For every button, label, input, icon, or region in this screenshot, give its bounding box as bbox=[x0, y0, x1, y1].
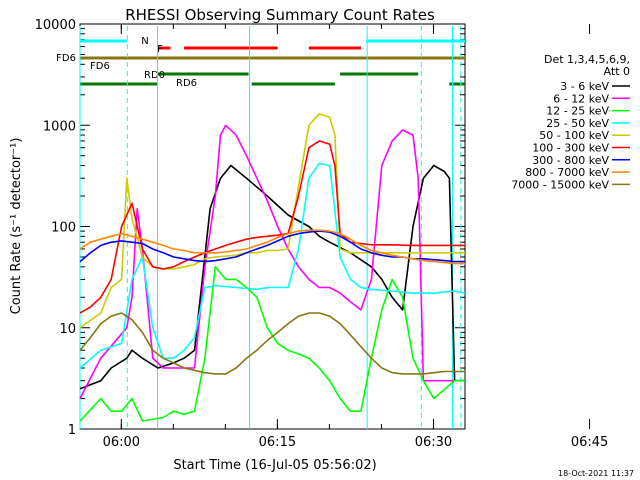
series-line bbox=[79, 124, 465, 399]
flag-label: FD6 bbox=[90, 61, 110, 72]
flag-label: RD6 bbox=[176, 78, 197, 89]
y-tick-label: 1 bbox=[68, 423, 76, 438]
flag-label: F bbox=[157, 44, 163, 55]
y-tick-label: 10000 bbox=[35, 18, 76, 33]
chart-title: RHESSI Observing Summary Count Rates bbox=[125, 6, 435, 24]
series-line bbox=[79, 229, 465, 265]
x-tick-label: 06:30 bbox=[415, 435, 452, 450]
legend-label: 25 - 50 keV bbox=[546, 117, 609, 130]
legend-header-line-2: Att 0 bbox=[604, 65, 630, 78]
flag-label: FD6 bbox=[56, 53, 76, 64]
y-axis-label: Count Rate (s⁻¹ detector⁻¹) bbox=[9, 138, 24, 315]
x-axis-label: Start Time (16-Jul-05 05:56:02) bbox=[173, 458, 376, 473]
legend-label: 6 - 12 keV bbox=[553, 92, 609, 105]
footer-timestamp: 18-Oct-2021 11:37 bbox=[558, 469, 634, 478]
series-line bbox=[79, 112, 465, 329]
x-tick-label: 06:45 bbox=[571, 435, 608, 450]
legend-label: 7000 - 15000 keV bbox=[511, 178, 609, 191]
flag-label: N bbox=[141, 36, 148, 47]
y-tick-label: 100 bbox=[51, 221, 76, 236]
series-line bbox=[79, 162, 466, 369]
x-tick-label: 06:00 bbox=[103, 435, 140, 450]
series-line bbox=[79, 265, 465, 422]
legend-label: 300 - 800 keV bbox=[532, 154, 609, 167]
series-line bbox=[79, 140, 465, 314]
legend-label: 3 - 6 keV bbox=[560, 80, 609, 93]
legend-label: 100 - 300 keV bbox=[532, 142, 609, 155]
legend-label: 12 - 25 keV bbox=[546, 105, 609, 118]
legend-header-line-1: Det 1,3,4,5,6,9, bbox=[544, 53, 630, 66]
flag-label: RD0 bbox=[144, 70, 165, 81]
y-tick-label: 1000 bbox=[43, 119, 76, 134]
series-line bbox=[79, 312, 465, 375]
x-tick-label: 06:15 bbox=[259, 435, 296, 450]
legend-label: 800 - 7000 keV bbox=[525, 166, 609, 179]
legend-label: 50 - 100 keV bbox=[539, 129, 609, 142]
y-tick-label: 10 bbox=[59, 322, 76, 337]
series-line bbox=[79, 164, 465, 390]
